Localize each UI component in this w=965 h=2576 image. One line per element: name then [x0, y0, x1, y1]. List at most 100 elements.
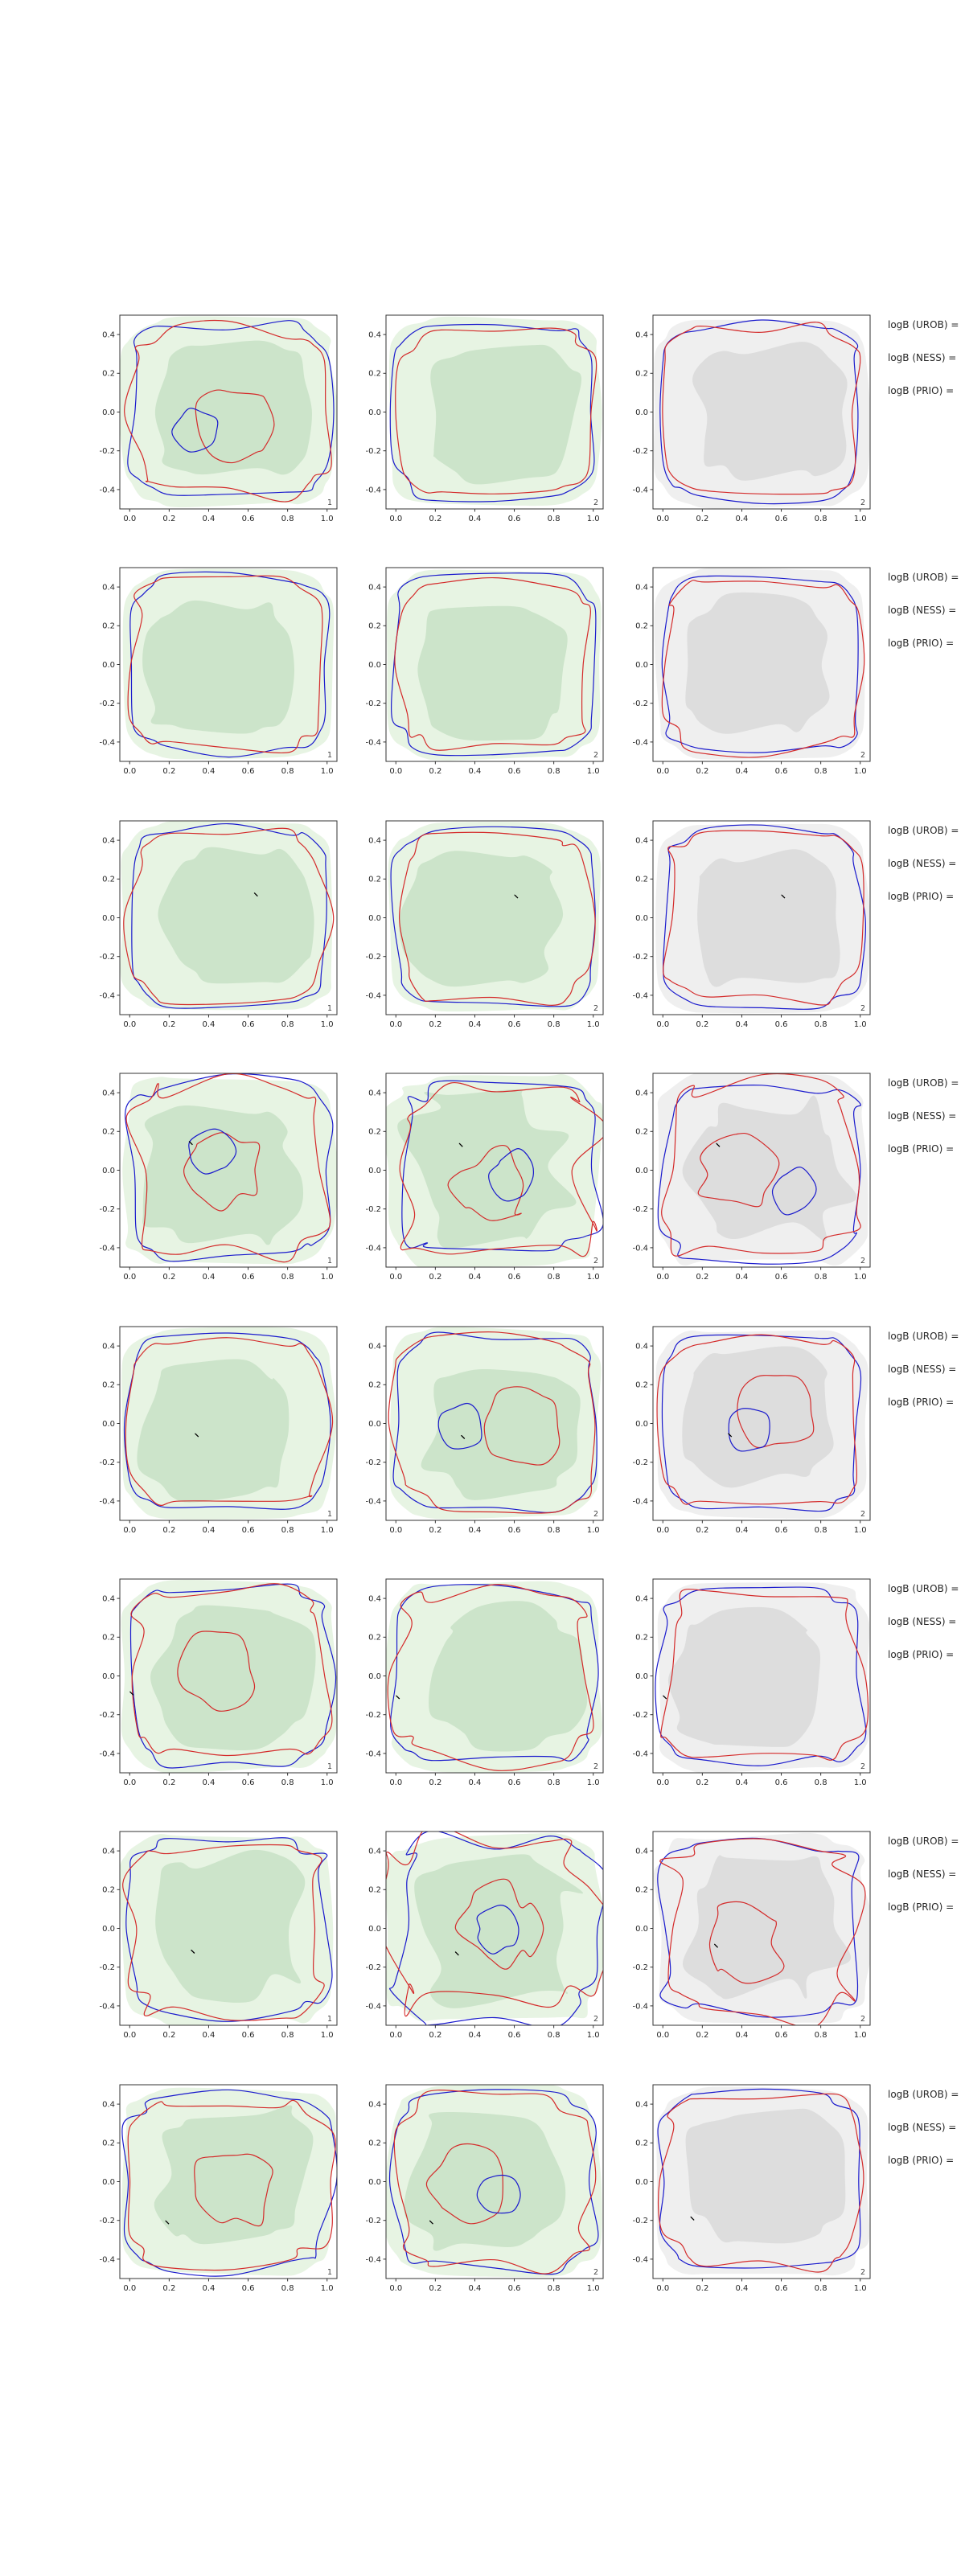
x-marker: [716, 1142, 721, 1147]
logB-side-label-row6-line3: logB (PRIO) =: [888, 1649, 954, 1660]
subplot-corner-label: 2: [860, 2015, 865, 2024]
x-tick-label: 1.0: [854, 767, 867, 776]
subplot-corner-label: 1: [327, 2268, 332, 2277]
y-tick-label: 0.2: [635, 1886, 648, 1895]
x-tick-label: 0.0: [656, 767, 669, 776]
y-tick-label: -0.2: [365, 1711, 381, 1720]
x-tick-label: 0.4: [736, 515, 749, 523]
density-fill-inner: [155, 1849, 306, 2003]
blue-inner-contour-line: [476, 1905, 519, 1955]
blue-contour-line: [391, 572, 597, 757]
x-tick-label: 0.0: [123, 1020, 136, 1029]
subplot-corner-label: 1: [327, 1510, 332, 1519]
x-tick-label: 1.0: [854, 1778, 867, 1787]
x-tick-label: 0.6: [508, 767, 521, 776]
x-tick-label: 1.0: [854, 1273, 867, 1282]
y-tick-label: -0.2: [99, 1458, 115, 1467]
y-tick-label: -0.4: [365, 2255, 381, 2264]
blue-contour-line: [657, 1084, 862, 1265]
blue-inner-contour-line: [488, 1147, 534, 1202]
y-tick-label: -0.4: [365, 738, 381, 747]
y-tick-label: -0.2: [632, 1963, 648, 1972]
y-tick-label: -0.2: [632, 1458, 648, 1467]
y-tick-label: 0.2: [635, 1634, 648, 1643]
y-tick-label: 0.2: [102, 1886, 115, 1895]
y-tick-label: 0.4: [368, 584, 381, 593]
subplot-corner-label: 2: [860, 1004, 865, 1013]
y-tick-label: -0.4: [99, 1244, 115, 1253]
red-contour-line: [386, 1832, 603, 2017]
x-tick-label: 0.0: [656, 2031, 669, 2040]
y-tick-label: 0.0: [635, 661, 648, 670]
blue-contour-line: [129, 571, 331, 758]
y-tick-label: -0.2: [99, 1711, 115, 1720]
subplot-r8-c3: 0.0 0.2 0.4 0.6 0.8 1.0 0.4 0.2 0.0 -0.2 -0.4 2: [632, 2084, 871, 2293]
subplot-r7-c1: 0.0 0.2 0.4 0.6 0.8 1.0 0.4 0.2 0.0 -0.2 -0.4 1: [99, 1831, 338, 2040]
y-tick-label: 0.2: [102, 1128, 115, 1137]
x-tick-label: 0.6: [508, 1778, 521, 1787]
y-tick-label: -0.4: [99, 486, 115, 494]
density-fill-inner: [142, 1105, 304, 1245]
y-tick-label: 0.0: [102, 1672, 115, 1681]
y-tick-label: -0.2: [632, 953, 648, 962]
subplot-r4-c2: 0.0 0.2 0.4 0.6 0.8 1.0 0.4 0.2 0.0 -0.2 -0.4 2: [365, 1073, 604, 1282]
y-tick-label: -0.4: [632, 738, 648, 747]
y-tick-label: -0.4: [365, 991, 381, 1000]
red-contour-line: [122, 1844, 325, 2021]
y-tick-label: 0.4: [102, 1343, 115, 1352]
y-tick-label: 0.0: [368, 2178, 381, 2187]
x-tick-label: 0.8: [281, 1526, 294, 1535]
subplot-r4-c1: 0.0 0.2 0.4 0.6 0.8 1.0 0.4 0.2 0.0 -0.2 -0.4 1: [99, 1073, 338, 1282]
subplot-corner-label: 2: [593, 2268, 598, 2277]
x-tick-label: 0.4: [203, 1526, 216, 1535]
subplot-r1-c1: 0.0 0.2 0.4 0.6 0.8 1.0 0.4 0.2 0.0 -0.2 -0.4 1: [99, 314, 338, 523]
y-tick-label: 0.0: [102, 1420, 115, 1429]
x-tick-label: 0.4: [469, 1778, 482, 1787]
x-tick-label: 0.4: [469, 2284, 482, 2293]
y-tick-label: 0.2: [368, 370, 381, 379]
x-tick-label: 1.0: [587, 1778, 600, 1787]
subplot-corner-label: 2: [593, 498, 598, 507]
logB-side-label-row3-line1: logB (UROB) =: [888, 825, 959, 836]
red-contour-line: [127, 575, 323, 753]
x-tick-label: 0.2: [162, 1020, 175, 1029]
y-tick-label: 0.0: [368, 661, 381, 670]
y-tick-label: 0.0: [102, 408, 115, 417]
x-tick-label: 0.6: [508, 1526, 521, 1535]
x-tick-label: 0.2: [696, 1778, 708, 1787]
subplot-r5-c2: 0.0 0.2 0.4 0.6 0.8 1.0 0.4 0.2 0.0 -0.2 -0.4 2: [365, 1326, 604, 1535]
y-tick-label: 0.4: [102, 1848, 115, 1856]
density-fill-inner: [685, 2108, 846, 2244]
x-tick-label: 0.2: [696, 1273, 708, 1282]
y-tick-label: 0.2: [102, 1381, 115, 1390]
x-tick-label: 0.8: [815, 1778, 827, 1787]
x-tick-label: 0.0: [123, 767, 136, 776]
y-tick-label: -0.4: [632, 1749, 648, 1758]
y-tick-label: 0.2: [368, 1128, 381, 1137]
y-tick-label: -0.2: [99, 699, 115, 708]
blue-contour-line: [659, 319, 859, 505]
logB-side-label-row1-line1: logB (UROB) =: [888, 319, 959, 330]
x-tick-label: 0.0: [123, 1526, 136, 1535]
density-fill-inner: [682, 1346, 834, 1488]
x-tick-label: 0.2: [696, 515, 708, 523]
x-tick-label: 0.6: [242, 1020, 255, 1029]
y-tick-label: 0.2: [368, 1634, 381, 1643]
blue-inner-contour-line: [171, 408, 219, 453]
density-fill-inner: [697, 849, 840, 987]
density-fill-inner: [142, 600, 294, 734]
x-tick-label: 0.4: [736, 767, 749, 776]
subplot-corner-label: 2: [593, 2015, 598, 2024]
x-tick-label: 0.8: [548, 767, 561, 776]
x-tick-label: 0.8: [815, 1273, 827, 1282]
y-tick-label: 0.0: [635, 2178, 648, 2187]
red-contour-line: [657, 2093, 864, 2273]
blue-inner-contour-line: [437, 1402, 482, 1450]
y-tick-label: -0.4: [99, 991, 115, 1000]
x-tick-label: 1.0: [854, 515, 867, 523]
y-tick-label: 0.0: [635, 1925, 648, 1934]
subplot-r5-c1: 0.0 0.2 0.4 0.6 0.8 1.0 0.4 0.2 0.0 -0.2 -0.4 1: [99, 1326, 338, 1535]
subplot-r6-c2: 0.0 0.2 0.4 0.6 0.8 1.0 0.4 0.2 0.0 -0.2 -0.4 2: [365, 1578, 604, 1787]
y-tick-label: 0.2: [102, 2139, 115, 2148]
